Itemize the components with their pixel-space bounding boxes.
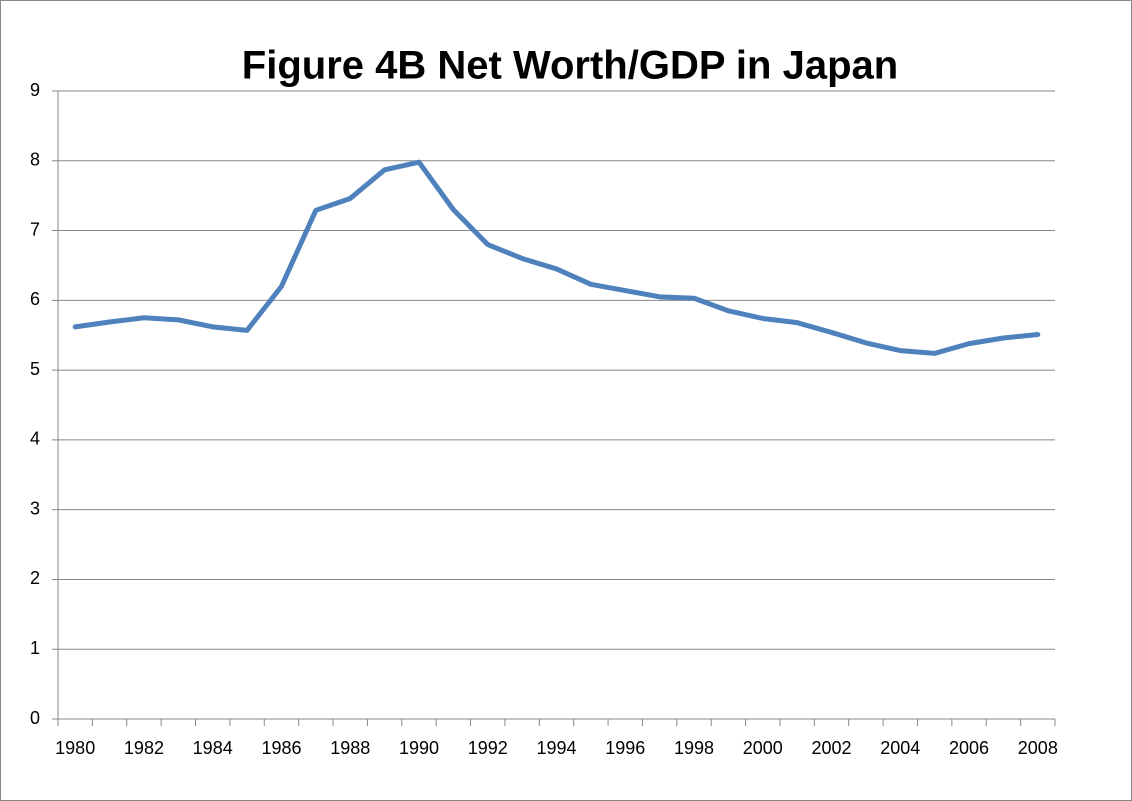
x-tick-label: 1998: [674, 738, 714, 758]
y-tick-label: 3: [30, 498, 40, 518]
x-tick-label: 1980: [55, 738, 95, 758]
y-tick-label: 1: [30, 638, 40, 658]
y-tick-label: 8: [30, 150, 40, 170]
x-tick-label: 1986: [261, 738, 301, 758]
x-tick-label: 1984: [193, 738, 233, 758]
y-tick-label: 0: [30, 708, 40, 728]
y-tick-label: 6: [30, 289, 40, 309]
chart-title: Figure 4B Net Worth/GDP in Japan: [242, 44, 898, 88]
y-tick-label: 2: [30, 568, 40, 588]
x-tick-label: 1988: [330, 738, 370, 758]
y-tick-label: 9: [30, 80, 40, 100]
x-tick-label: 2000: [743, 738, 783, 758]
x-tick-label: 2002: [812, 738, 852, 758]
x-tick-label: 1990: [399, 738, 439, 758]
data-line: [72, 159, 1041, 356]
x-tick-label: 1994: [536, 738, 576, 758]
y-tick-label: 7: [30, 219, 40, 239]
x-tick-label: 2008: [1018, 738, 1058, 758]
y-tick-label: 5: [30, 359, 40, 379]
x-tick-label: 1982: [124, 738, 164, 758]
x-tick-label: 2006: [949, 738, 989, 758]
x-tick-label: 2004: [880, 738, 920, 758]
x-tick-label: 1992: [468, 738, 508, 758]
x-tick-label: 1996: [605, 738, 645, 758]
y-tick-label: 4: [30, 429, 40, 449]
